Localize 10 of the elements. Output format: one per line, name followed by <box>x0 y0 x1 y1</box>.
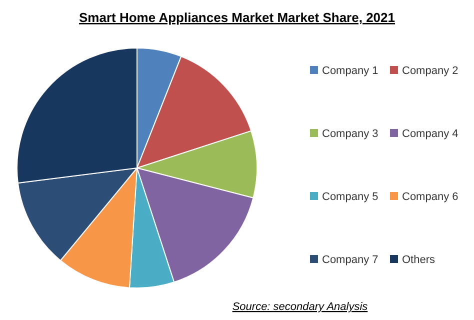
legend-label: Company 6 <box>402 191 458 203</box>
legend-label: Company 1 <box>322 65 378 77</box>
legend-label: Company 7 <box>322 254 378 266</box>
source-note: Source: secondary Analysis <box>232 301 368 313</box>
legend-label: Others <box>402 254 436 266</box>
legend-label: Company 5 <box>322 191 378 203</box>
legend-label: Company 4 <box>402 128 458 140</box>
chart-title: Smart Home Appliances Market Market Share, 2021 <box>79 10 395 25</box>
legend-label: Company 3 <box>322 128 378 140</box>
legend-label: Company 2 <box>402 65 458 77</box>
